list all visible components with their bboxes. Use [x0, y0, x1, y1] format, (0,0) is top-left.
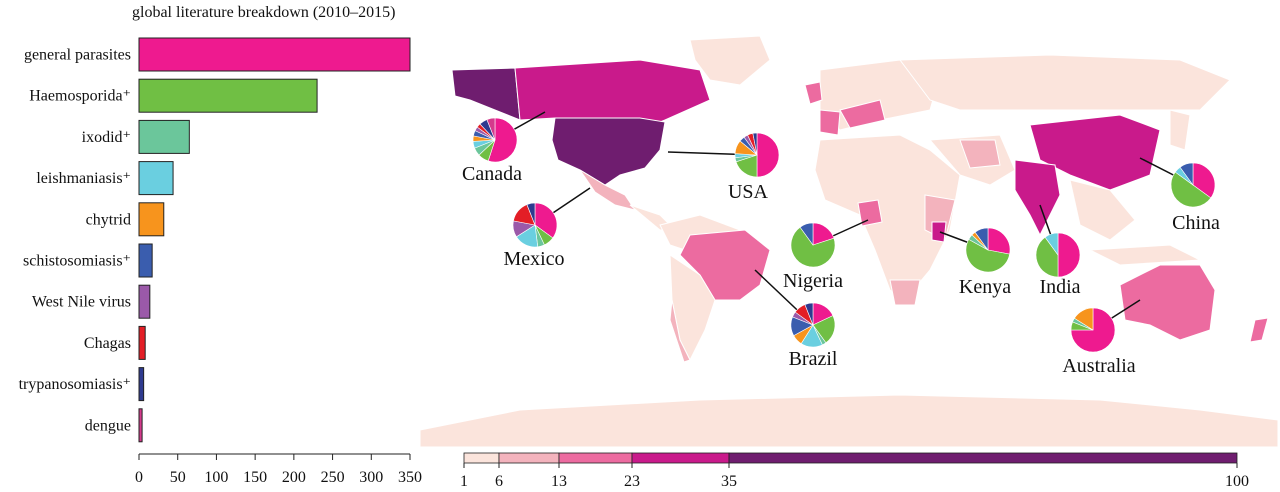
region-chile — [669, 299, 691, 363]
country-label: China — [1172, 212, 1220, 234]
region-usa — [551, 117, 666, 186]
pie-slice — [752, 132, 758, 156]
x-tick-label: 250 — [321, 469, 345, 486]
region-kenya — [931, 221, 947, 243]
pie-slice — [974, 227, 989, 251]
pie-slice — [756, 132, 780, 178]
bar — [138, 78, 318, 113]
pie-slice — [987, 227, 1011, 255]
world-map: Canada USA Mexico Brazil Nigeria Kenya India Ch… — [419, 35, 1279, 448]
pie-slice — [1035, 236, 1059, 278]
category-label: general parasites — [24, 47, 131, 64]
region-japan — [1169, 109, 1191, 151]
x-tick-label: 350 — [398, 469, 422, 486]
pie-slice — [1057, 232, 1081, 278]
bar — [138, 243, 153, 278]
bar — [138, 367, 145, 402]
region-australia — [1119, 264, 1216, 341]
x-axis: 0 50 100 150 200 250 300 350 — [135, 453, 422, 486]
scale-tick-label: 100 — [1225, 473, 1249, 490]
bar — [138, 161, 174, 196]
region-iberia — [819, 109, 841, 136]
region-mexico — [579, 169, 637, 211]
bar-group — [138, 37, 411, 443]
chart-title: global literature breakdown (2010–2015) — [132, 4, 395, 21]
bar-chart: global literature breakdown (2010–2015) … — [19, 4, 422, 486]
pie-slice — [804, 302, 814, 326]
category-label: schistosomiasis⁺ — [23, 253, 131, 270]
region-india — [1014, 159, 1061, 237]
bar — [138, 325, 146, 360]
region-antarctica — [419, 394, 1279, 448]
x-tick-label: 150 — [243, 469, 267, 486]
pie-slice — [1179, 162, 1194, 186]
pie-slice — [486, 117, 496, 141]
bar — [138, 119, 190, 154]
x-tick-label: 100 — [204, 469, 228, 486]
pie-slice — [799, 222, 814, 246]
scale-tick-label: 35 — [721, 473, 737, 490]
scale-tick-label: 1 — [460, 473, 468, 490]
pie-slice — [1044, 232, 1059, 256]
pie-slice — [526, 202, 536, 226]
bar — [138, 202, 165, 237]
country-label: India — [1039, 276, 1080, 298]
country-label: Brazil — [789, 348, 838, 370]
category-label: chytrid — [86, 211, 131, 228]
scale-swatch — [498, 452, 560, 464]
category-label: trypanosomiasis⁺ — [19, 376, 131, 393]
region-brazil — [679, 229, 771, 301]
country-label: Canada — [462, 163, 522, 185]
category-label: West Nile virus — [32, 294, 131, 311]
color-scale: 1 6 13 23 35 100 — [460, 452, 1249, 490]
region-south-africa — [889, 279, 921, 306]
scale-swatch — [631, 452, 730, 464]
country-label: USA — [728, 181, 769, 203]
pie-slice — [790, 226, 836, 268]
bar — [138, 37, 411, 72]
x-tick-label: 300 — [359, 469, 383, 486]
region-west-europe — [839, 99, 886, 129]
land-shapes — [419, 35, 1279, 448]
x-tick-label: 0 — [135, 469, 143, 486]
country-label: Nigeria — [783, 270, 843, 292]
pie-charts — [472, 117, 1216, 353]
category-label: ixodid⁺ — [82, 129, 131, 146]
bar — [138, 408, 143, 443]
country-label: Mexico — [503, 248, 564, 270]
pie-slice — [534, 202, 558, 239]
bar — [138, 284, 151, 319]
x-tick-label: 50 — [170, 469, 186, 486]
pie-slice — [1170, 171, 1212, 208]
country-labels: Canada USA Mexico Brazil Nigeria Kenya India Ch… — [462, 163, 1220, 377]
pie-slice — [487, 117, 518, 163]
region-se-asia — [1069, 179, 1136, 241]
region-russia — [899, 54, 1231, 111]
region-new-zealand — [1249, 317, 1269, 343]
scale-swatch — [463, 452, 500, 464]
x-tick-label: 200 — [282, 469, 306, 486]
region-greenland — [689, 35, 771, 86]
pie-slice — [1192, 162, 1216, 199]
region-uk — [804, 81, 823, 105]
scale-tick-label: 6 — [495, 473, 503, 490]
country-label: Australia — [1062, 355, 1135, 377]
country-label: Kenya — [959, 276, 1011, 298]
region-china — [1029, 114, 1161, 191]
region-iran — [959, 139, 1001, 169]
scale-tick-label: 23 — [624, 473, 640, 490]
scale-tick-label: 13 — [551, 473, 567, 490]
scale-swatch — [558, 452, 633, 464]
category-label: Chagas — [84, 335, 131, 352]
region-nigeria — [857, 199, 883, 227]
region-indonesia — [1088, 244, 1202, 266]
category-label: leishmaniasis⁺ — [36, 170, 131, 187]
category-labels: general parasites Haemosporida⁺ ixodid⁺ lei… — [19, 47, 131, 435]
pie-slice — [1074, 307, 1094, 331]
pie-slice — [965, 238, 1010, 273]
scale-swatch — [728, 452, 1238, 464]
category-label: Haemosporida⁺ — [29, 88, 131, 105]
category-label: dengue — [85, 417, 131, 434]
